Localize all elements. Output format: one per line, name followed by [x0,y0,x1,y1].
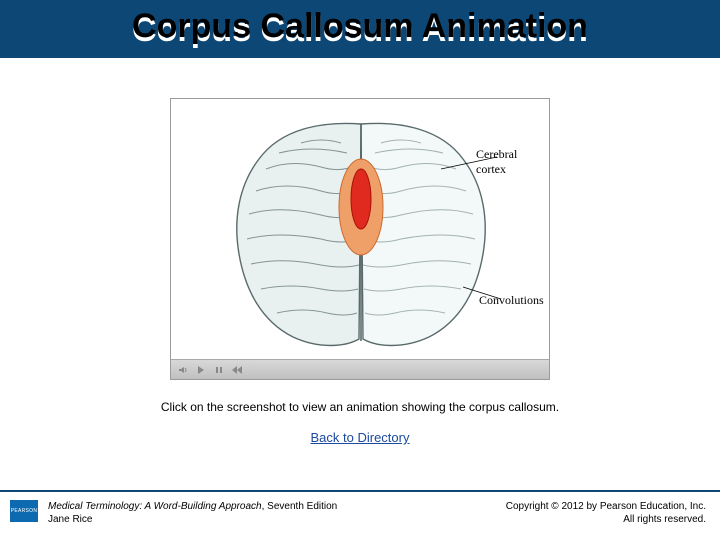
pearson-logo-text: PEARSON [11,508,38,514]
slide-footer: PEARSON Medical Terminology: A Word-Buil… [0,490,720,540]
pause-icon[interactable] [213,364,225,376]
footer-citation: Medical Terminology: A Word-Building App… [48,500,506,526]
media-control-bar [171,359,549,379]
slide-title-overlay: Corpus Callosum Animation [0,6,720,46]
book-title: Medical Terminology: A Word-Building App… [48,501,262,512]
back-link-row: Back to Directory [0,430,720,445]
copyright-line-2: All rights reserved. [623,514,706,525]
copyright-line-1: Copyright © 2012 by Pearson Education, I… [506,501,706,512]
footer-copyright: Copyright © 2012 by Pearson Education, I… [506,500,706,526]
rewind-icon[interactable] [231,364,243,376]
label-cerebral-cortex: Cerebral cortex [476,147,549,177]
play-icon[interactable] [195,364,207,376]
pearson-logo: PEARSON [10,500,38,522]
animation-screenshot[interactable]: Cerebral cortex Convolutions [170,98,550,380]
label-convolutions: Convolutions [479,293,544,308]
figure-caption: Click on the screenshot to view an anima… [0,400,720,414]
back-to-directory-link[interactable]: Back to Directory [311,430,410,445]
volume-icon[interactable] [177,364,189,376]
book-edition: , Seventh Edition [262,501,338,512]
brain-diagram: Cerebral cortex Convolutions [171,99,549,359]
book-author: Jane Rice [48,514,92,525]
